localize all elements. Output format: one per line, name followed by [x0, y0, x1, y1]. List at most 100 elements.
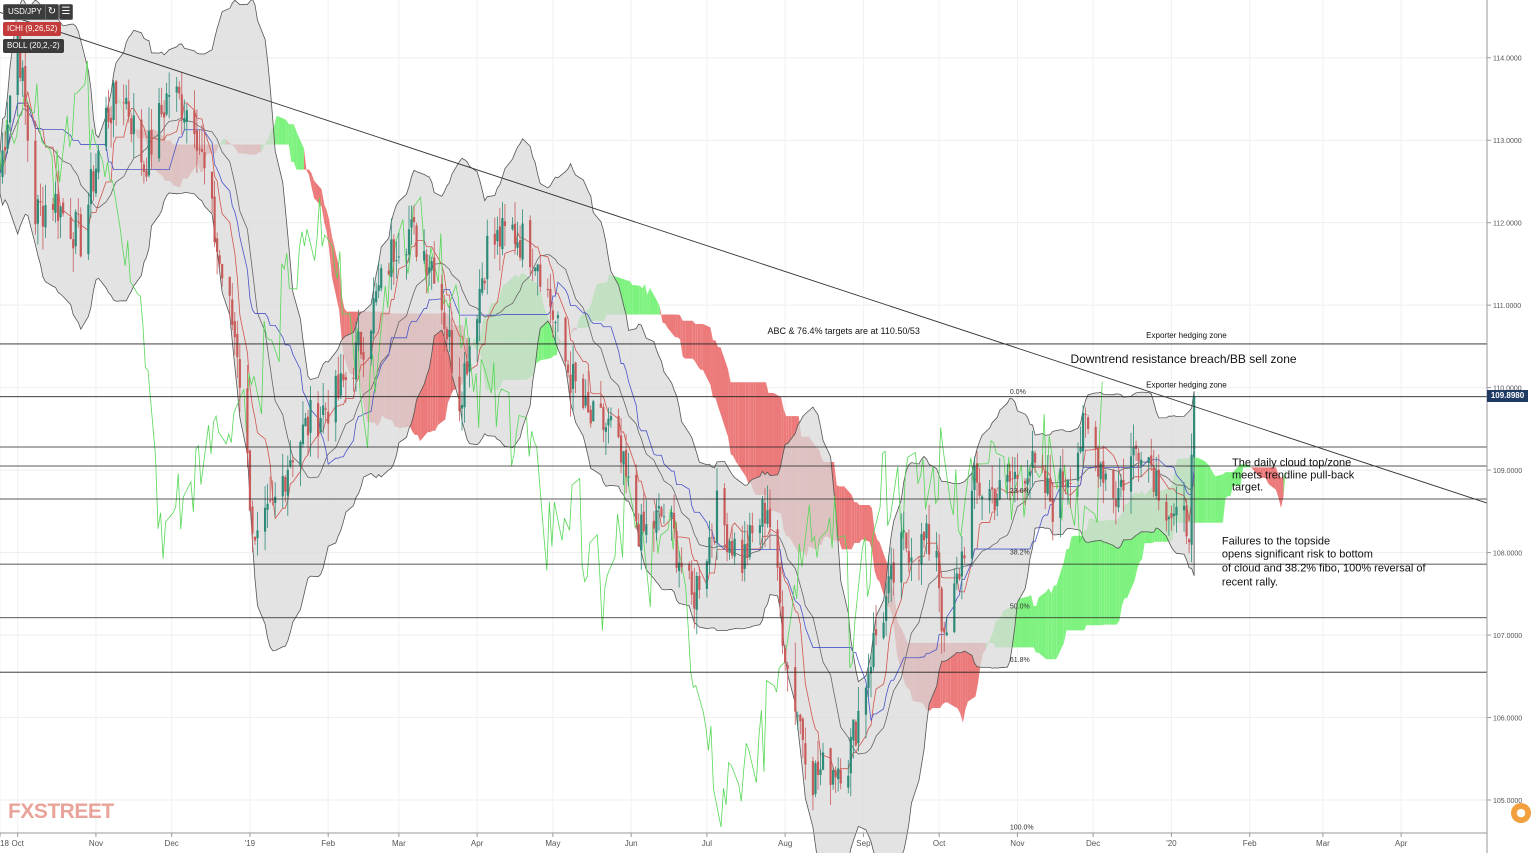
candle-body	[115, 81, 118, 104]
candle	[44, 184, 47, 238]
candle-body	[286, 469, 289, 496]
candle-body	[256, 530, 259, 539]
ichimoku-cloud-bear-segment	[664, 314, 668, 328]
candle	[874, 605, 878, 646]
ichimoku-indicator-tag[interactable]: ICHI (9,26,52)	[3, 22, 62, 36]
candle	[978, 468, 981, 499]
ichimoku-cloud-bull-segment	[1205, 461, 1208, 523]
candle	[501, 201, 504, 256]
ichimoku-cloud-bear-segment	[692, 320, 696, 362]
ichimoku-cloud-bear-segment	[839, 486, 842, 550]
candle-body	[705, 561, 708, 589]
ichimoku-cloud-bull-segment	[1089, 518, 1092, 626]
candle-body	[784, 648, 787, 663]
ichimoku-cloud-bear-segment	[960, 642, 963, 723]
ichimoku-cloud-bull-segment	[642, 283, 645, 315]
ichimoku-cloud-bull-segment	[1222, 472, 1226, 523]
candle-body	[723, 488, 726, 526]
candle	[339, 353, 342, 399]
bollinger-band	[0, 0, 1195, 853]
candle-body	[231, 299, 234, 326]
y-tick-label: 108.0000	[1493, 551, 1522, 558]
candle	[551, 301, 554, 338]
candle	[907, 529, 910, 573]
candle	[680, 547, 683, 574]
candle	[885, 582, 888, 636]
candle-body	[150, 129, 153, 155]
candle-body	[39, 201, 42, 203]
candle	[652, 511, 655, 552]
candle-body	[271, 498, 274, 501]
bollinger-indicator-tag[interactable]: BOLL (20,2,-2)	[3, 39, 64, 53]
candle	[107, 89, 110, 129]
candle	[150, 109, 153, 170]
symbol-button[interactable]: USD/JPY	[3, 4, 47, 20]
ichimoku-cloud-bear-segment	[329, 219, 332, 277]
candle-body	[839, 770, 842, 784]
ichimoku-cloud-bear-segment	[1265, 467, 1269, 484]
list-icon[interactable]: ☰	[59, 4, 73, 20]
candle	[1172, 503, 1176, 526]
candle	[425, 249, 428, 294]
candle-body	[125, 97, 128, 105]
candle-body	[324, 408, 327, 410]
candle-body	[372, 298, 375, 334]
candle	[392, 234, 395, 286]
candle-body	[8, 95, 12, 123]
ichimoku-cloud-bear-segment	[728, 369, 731, 454]
candle	[609, 407, 613, 428]
candle	[710, 523, 714, 558]
candle-body	[534, 267, 537, 272]
candle-body	[246, 388, 249, 454]
ichimoku-cloud-bear-segment	[733, 382, 736, 462]
candle-body	[695, 575, 698, 610]
chat-bubble-icon[interactable]: ●	[1511, 803, 1531, 823]
candle-body	[970, 490, 974, 559]
candle	[503, 203, 507, 247]
candle	[24, 46, 27, 125]
candle-body	[1150, 455, 1153, 465]
candle	[794, 642, 797, 725]
candle-body	[1051, 498, 1054, 522]
ichimoku-cloud-bear-segment	[1250, 466, 1259, 476]
ichimoku-cloud-bull-segment	[278, 116, 287, 145]
candle-body	[604, 427, 608, 432]
x-tick-label: 18	[0, 839, 9, 848]
candle-body	[574, 362, 577, 382]
candle-body	[165, 93, 168, 115]
chart-annotation: The daily cloud top/zone	[1232, 457, 1351, 469]
candle-body	[180, 94, 183, 120]
candle	[498, 208, 501, 271]
candle-body	[781, 606, 784, 646]
chart-annotation: Exporter hedging zone	[1146, 331, 1227, 340]
candle	[963, 546, 966, 564]
candle	[486, 219, 489, 295]
refresh-icon[interactable]: ↻	[45, 4, 59, 20]
candle-body	[1013, 471, 1016, 479]
candle	[1076, 442, 1080, 497]
candle-body	[193, 110, 196, 135]
candle-body	[1041, 465, 1044, 468]
candle-body	[501, 218, 504, 250]
candle	[238, 344, 241, 413]
ichimoku-cloud-bear-segment	[735, 382, 739, 465]
candle-body	[1061, 471, 1064, 488]
candle	[998, 458, 1001, 501]
ichimoku-cloud-bear-segment	[662, 314, 665, 324]
candle	[1132, 424, 1135, 480]
candle	[185, 103, 188, 144]
candle	[829, 747, 832, 805]
ichimoku-cloud-bear-segment	[306, 169, 310, 176]
candle-body	[910, 557, 913, 562]
candle	[21, 60, 24, 97]
ichimoku-cloud-bear-segment	[715, 340, 719, 407]
candle	[905, 532, 908, 553]
candle	[397, 232, 400, 264]
candle-body	[779, 566, 782, 604]
ichimoku-cloud-bear-segment	[750, 382, 754, 491]
ichimoku-cloud-bull-segment	[286, 119, 289, 145]
candle-body	[344, 377, 347, 380]
candle-body	[1016, 474, 1019, 480]
last-price-badge: 109.8980	[1487, 390, 1528, 402]
candle-body	[607, 418, 610, 426]
